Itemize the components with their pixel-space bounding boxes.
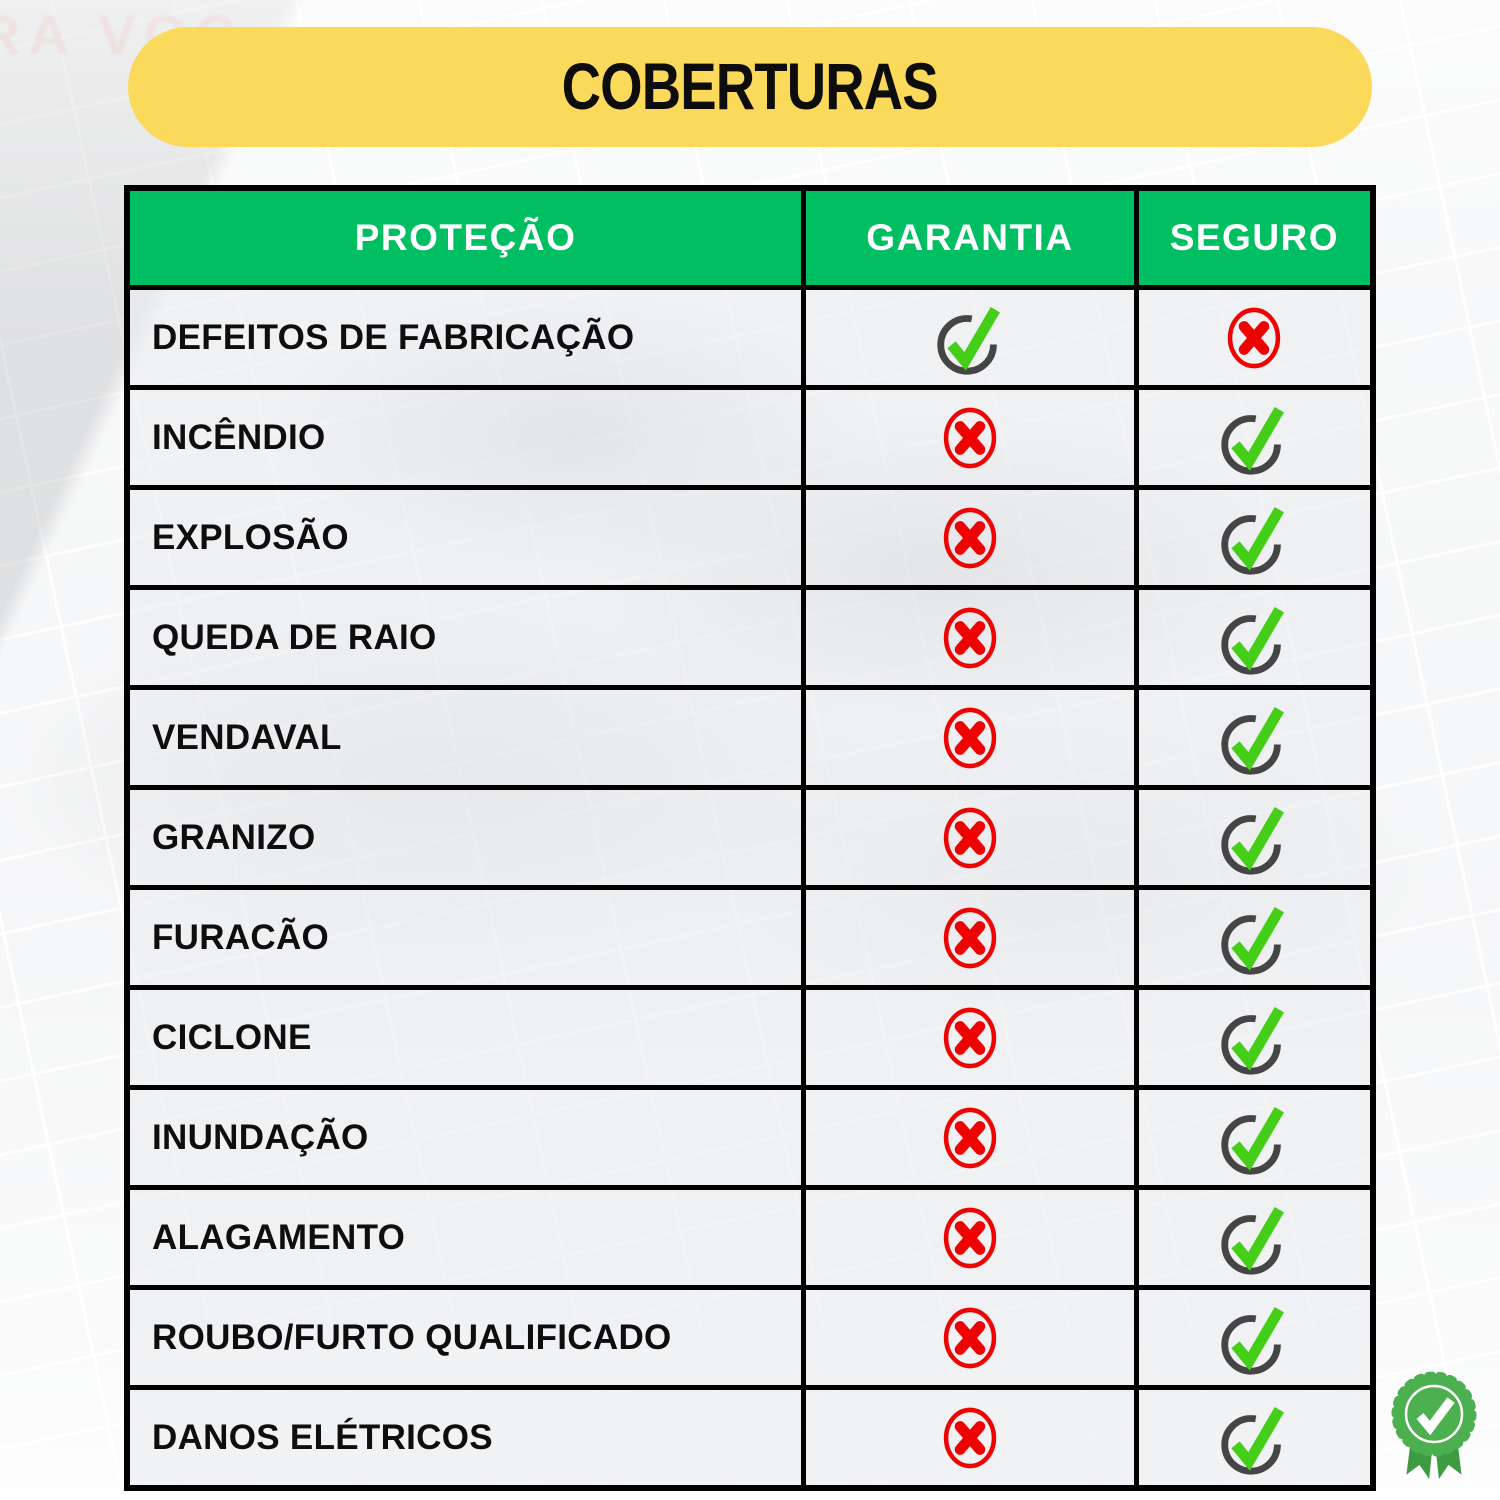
ribbon-award-check-icon	[1391, 1371, 1477, 1480]
protection-label: EXPLOSÃO	[124, 485, 807, 590]
x-in-circle-icon	[937, 599, 1003, 677]
x-in-circle-icon	[937, 699, 1003, 777]
seguro-cell	[1133, 285, 1376, 390]
garantia-cell	[801, 585, 1139, 690]
table-row: DEFEITOS DE FABRICAÇÃO	[124, 285, 1376, 390]
x-in-circle-icon	[937, 399, 1003, 477]
protection-label: ALAGAMENTO	[124, 1185, 807, 1290]
check-in-circle-icon	[1215, 797, 1293, 879]
table-row: INCÊNDIO	[124, 385, 1376, 490]
coverage-table-body: DEFEITOS DE FABRICAÇÃO INCÊNDIO EXPLOSÃO…	[124, 285, 1376, 1491]
x-in-circle-icon	[937, 999, 1003, 1077]
seguro-cell	[1133, 1085, 1376, 1190]
seguro-cell	[1133, 885, 1376, 990]
protection-label: FURACÃO	[124, 885, 807, 990]
table-row: GRANIZO	[124, 785, 1376, 890]
garantia-cell	[801, 885, 1139, 990]
seguro-cell	[1133, 785, 1376, 890]
x-in-circle-icon	[1221, 299, 1287, 377]
garantia-cell	[801, 985, 1139, 1090]
garantia-cell	[801, 1085, 1139, 1190]
garantia-cell	[801, 1185, 1139, 1290]
title-banner: COBERTURAS	[128, 27, 1372, 147]
check-in-circle-icon	[1215, 1397, 1293, 1479]
garantia-cell	[801, 1385, 1139, 1491]
seguro-cell	[1133, 1385, 1376, 1491]
header-protecao: PROTEÇÃO	[124, 185, 807, 290]
check-in-circle-icon	[1215, 1097, 1293, 1179]
check-in-circle-icon	[1215, 897, 1293, 979]
table-row: QUEDA DE RAIO	[124, 585, 1376, 690]
protection-label: INCÊNDIO	[124, 385, 807, 490]
protection-label: QUEDA DE RAIO	[124, 585, 807, 690]
protection-label: ROUBO/FURTO QUALIFICADO	[124, 1285, 807, 1390]
garantia-cell	[801, 1285, 1139, 1390]
check-in-circle-icon	[1215, 1197, 1293, 1279]
check-in-circle-icon	[1215, 997, 1293, 1079]
check-in-circle-icon	[1215, 697, 1293, 779]
protection-label: DEFEITOS DE FABRICAÇÃO	[124, 285, 807, 390]
x-in-circle-icon	[937, 799, 1003, 877]
seguro-cell	[1133, 585, 1376, 690]
seguro-cell	[1133, 1185, 1376, 1290]
table-row: ROUBO/FURTO QUALIFICADO	[124, 1285, 1376, 1390]
check-in-circle-icon	[1215, 397, 1293, 479]
page-title: COBERTURAS	[561, 50, 939, 124]
x-in-circle-icon	[937, 1399, 1003, 1477]
garantia-cell	[801, 285, 1139, 390]
seguro-cell	[1133, 485, 1376, 590]
x-in-circle-icon	[937, 1099, 1003, 1177]
table-row: DANOS ELÉTRICOS	[124, 1385, 1376, 1491]
table-row: ALAGAMENTO	[124, 1185, 1376, 1290]
x-in-circle-icon	[937, 1299, 1003, 1377]
protection-label: DANOS ELÉTRICOS	[124, 1385, 807, 1491]
garantia-cell	[801, 485, 1139, 590]
table-row: INUNDAÇÃO	[124, 1085, 1376, 1190]
check-in-circle-icon	[1215, 1297, 1293, 1379]
table-header-row: PROTEÇÃO GARANTIA SEGURO	[124, 185, 1376, 290]
check-in-circle-icon	[1215, 597, 1293, 679]
header-seguro: SEGURO	[1133, 185, 1376, 290]
check-in-circle-icon	[1215, 497, 1293, 579]
x-in-circle-icon	[937, 1199, 1003, 1277]
seguro-cell	[1133, 685, 1376, 790]
protection-label: INUNDAÇÃO	[124, 1085, 807, 1190]
garantia-cell	[801, 385, 1139, 490]
garantia-cell	[801, 685, 1139, 790]
x-in-circle-icon	[937, 499, 1003, 577]
check-in-circle-icon	[931, 297, 1009, 379]
protection-label: GRANIZO	[124, 785, 807, 890]
header-garantia: GARANTIA	[801, 185, 1139, 290]
seguro-cell	[1133, 385, 1376, 490]
seguro-cell	[1133, 985, 1376, 1090]
table-row: CICLONE	[124, 985, 1376, 1090]
table-row: VENDAVAL	[124, 685, 1376, 790]
garantia-cell	[801, 785, 1139, 890]
x-in-circle-icon	[937, 899, 1003, 977]
protection-label: CICLONE	[124, 985, 807, 1090]
seguro-cell	[1133, 1285, 1376, 1390]
table-row: FURACÃO	[124, 885, 1376, 990]
table-row: EXPLOSÃO	[124, 485, 1376, 590]
protection-label: VENDAVAL	[124, 685, 807, 790]
coverage-table: PROTEÇÃO GARANTIA SEGURO DEFEITOS DE FAB…	[124, 185, 1376, 1491]
